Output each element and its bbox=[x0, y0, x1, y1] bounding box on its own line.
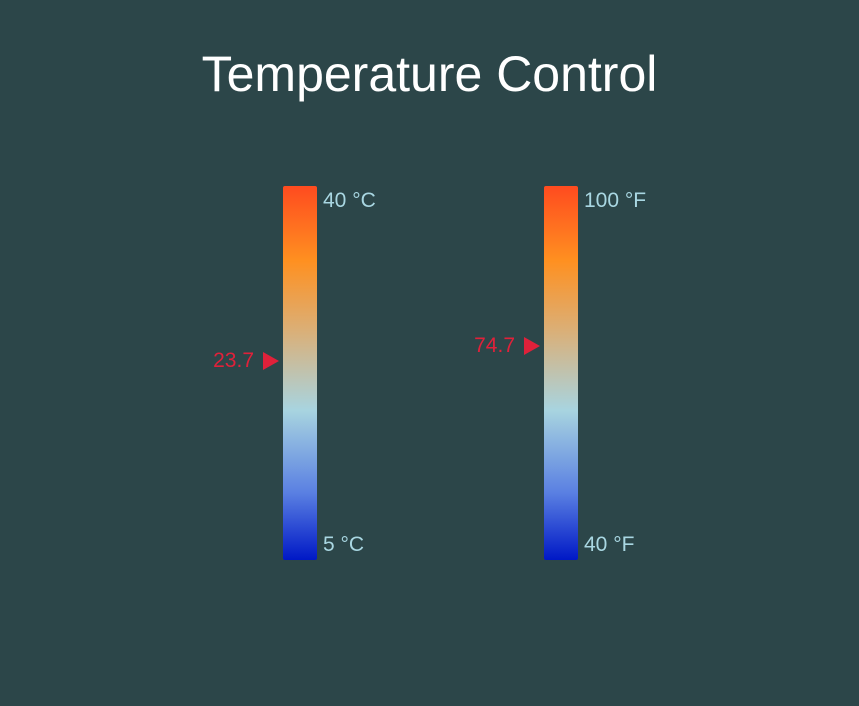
fahrenheit-max-label: 100 °F bbox=[584, 189, 647, 212]
celsius-value-pointer[interactable]: 23.7 bbox=[213, 349, 279, 373]
page-title: Temperature Control bbox=[201, 46, 658, 102]
celsius-value-label: 23.7 bbox=[213, 349, 254, 373]
fahrenheit-value-pointer[interactable]: 74.7 bbox=[474, 334, 540, 358]
fahrenheit-value-label: 74.7 bbox=[474, 334, 515, 358]
fahrenheit-gradient-bar bbox=[544, 186, 578, 560]
triangle-right-icon bbox=[263, 352, 279, 371]
celsius-gradient-bar bbox=[283, 186, 317, 560]
triangle-right-icon bbox=[524, 337, 540, 356]
celsius-max-label: 40 °C bbox=[323, 189, 376, 212]
fahrenheit-gauge: 100 °F 40 °F 74.7 bbox=[474, 186, 646, 560]
fahrenheit-min-label: 40 °F bbox=[584, 533, 635, 556]
celsius-gauge: 40 °C 5 °C 23.7 bbox=[213, 186, 376, 560]
celsius-min-label: 5 °C bbox=[323, 533, 365, 556]
